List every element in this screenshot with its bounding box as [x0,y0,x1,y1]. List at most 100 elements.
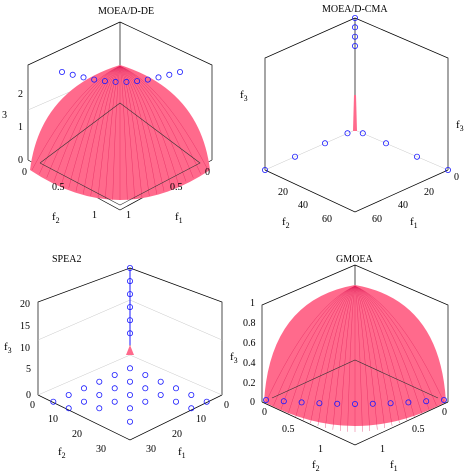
mesh-line [280,285,356,410]
panel-spea2: SPEA2 0 5 10 15 20 f3 0 10 20 30 0 10 20… [4,254,229,460]
mesh-line [310,285,356,424]
p3-point [157,391,164,398]
p3-point [127,391,134,398]
p4-x-tick-0: 0 [442,407,447,418]
p3-y-tick-3: 30 [96,444,106,455]
p1-ylabel: f2 [52,211,60,225]
p3-point [157,378,164,385]
mesh-line [354,285,415,418]
p1-z-tick-2: 2 [18,89,23,100]
p2-point [359,130,366,137]
mesh-line [39,65,121,174]
p3-point [127,317,134,324]
mesh-line [119,65,209,171]
p4-z-tick-1: 0.2 [243,378,256,389]
p2-y-tick-2: 60 [322,214,332,225]
panel-moead-de: MOEA/D-DE 0 1 2 3 0 0.5 1 0 0.5 1 f2 f1 [2,6,213,225]
p3-point [127,378,134,385]
p2-xlabel: f1 [410,216,418,230]
p1-point [166,71,173,78]
p1-point [134,78,141,85]
mesh-line [332,285,356,430]
p4-point [423,398,430,405]
p4-z-tick-0: 0 [250,397,255,408]
mesh-line [354,285,437,406]
mesh-line [31,65,121,171]
p3-point [111,385,118,392]
p4-x-tick-1: 0.5 [412,424,425,435]
mesh-line [119,65,172,189]
mesh-line [354,285,445,403]
mesh-line [119,65,157,194]
p3-xlabel: f1 [178,446,186,460]
mesh-line [273,285,356,406]
p3-grid-2 [129,354,223,396]
p3-point [111,398,118,405]
p1-point [144,76,151,83]
p4-point [280,398,287,405]
p1-point [123,78,130,85]
p1-point [80,74,87,81]
mesh-line [354,285,422,414]
mesh-line [354,285,400,424]
p1-y-tick-0: 0 [22,167,27,178]
mesh-line [53,65,121,182]
p4-point [262,396,269,403]
p3-point [81,385,88,392]
mesh-line [119,65,128,200]
p2-floor [264,169,449,213]
p4-z-tick-3: 0.6 [243,338,256,349]
p3-point [188,391,195,398]
mesh-line [119,65,179,186]
p3-point [127,291,134,298]
p2-point [444,166,451,173]
p3-back-wall-right [129,267,223,395]
p3-title: SPEA2 [52,254,81,265]
p4-point [298,399,305,406]
p1-point [101,78,108,85]
p2-grid-2 [354,129,449,171]
p3-z-tick-2: 10 [20,343,30,354]
p4-z-tick-2: 0.4 [243,358,256,369]
p3-points [50,264,210,425]
mesh-line [325,285,356,429]
mesh-line [83,65,121,194]
p1-y-tick-1: 0.5 [52,182,65,193]
mesh-line [119,65,150,197]
mesh-line [340,285,356,431]
p3-z-tick-4: 20 [20,299,30,310]
p4-floor [261,401,449,446]
p4-y-tick-0: 0 [262,407,267,418]
p3-point [127,278,134,285]
mesh-line [354,285,385,429]
p4-point [440,396,447,403]
mesh-line [119,65,187,182]
p3-point [142,371,149,378]
p3-surface [126,345,134,355]
mesh-line [105,65,121,199]
p4-x-tick-2: 1 [380,444,385,455]
p2-x-tick-0: 0 [454,172,459,183]
p1-z-tick-3: 3 [2,110,7,121]
mesh-line [354,285,378,430]
mesh-line [354,285,393,426]
p3-point [203,398,210,405]
mesh-line [347,285,356,432]
p2-zlabel: f3 [240,89,248,103]
p3-point [96,405,103,412]
mesh-line [265,285,356,403]
p1-point [155,74,162,81]
p3-point [96,378,103,385]
p4-point [334,400,341,407]
mesh-line [288,285,356,414]
p3-x-tick-3: 30 [146,444,156,455]
p2-point [291,153,298,160]
p3-zlabel: f3 [4,341,12,355]
p1-mesh [31,65,209,200]
p4-ylabel: f2 [312,459,320,473]
mesh-line [119,65,143,198]
p1-point [91,76,98,83]
p3-point [127,365,134,372]
p2-x-tick-2: 40 [398,200,408,211]
